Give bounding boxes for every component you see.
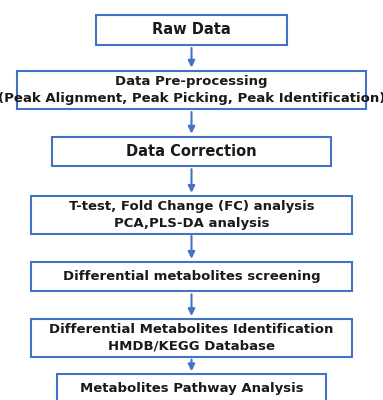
FancyBboxPatch shape <box>17 71 366 109</box>
Text: Data Correction: Data Correction <box>126 144 257 159</box>
Text: Differential Metabolites Identification
HMDB/KEGG Database: Differential Metabolites Identification … <box>49 323 334 353</box>
FancyBboxPatch shape <box>31 319 352 357</box>
FancyBboxPatch shape <box>57 374 326 400</box>
Text: Raw Data: Raw Data <box>152 22 231 38</box>
FancyBboxPatch shape <box>31 262 352 291</box>
FancyBboxPatch shape <box>31 196 352 234</box>
Text: Data Pre-processing
(Peak Alignment, Peak Picking, Peak Identification): Data Pre-processing (Peak Alignment, Pea… <box>0 75 383 105</box>
Text: Differential metabolites screening: Differential metabolites screening <box>63 270 320 283</box>
Text: T-test, Fold Change (FC) analysis
PCA,PLS-DA analysis: T-test, Fold Change (FC) analysis PCA,PL… <box>69 200 314 230</box>
Text: Metabolites Pathway Analysis: Metabolites Pathway Analysis <box>80 382 303 395</box>
FancyBboxPatch shape <box>52 137 331 166</box>
FancyBboxPatch shape <box>96 15 287 45</box>
